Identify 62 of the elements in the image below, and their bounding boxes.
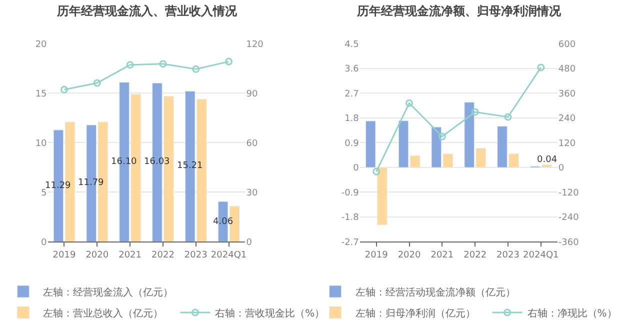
point — [225, 58, 233, 66]
y-tick-label: 2.7 — [344, 89, 359, 100]
x-tick-label: 2021 — [430, 250, 454, 261]
point — [471, 108, 479, 116]
point — [126, 61, 134, 69]
y2-tick-label: 120 — [246, 40, 264, 50]
y-tick-label: 5 — [41, 188, 47, 198]
y2-tick-label: 360 — [558, 89, 576, 100]
y-tick-label: 15 — [35, 89, 47, 100]
y2-tick-label: -360 — [558, 238, 580, 248]
point — [504, 113, 512, 121]
y-tick-label: 0 — [41, 238, 48, 248]
data-label: 4.06 — [213, 217, 234, 227]
x-tick-label: 2019 — [52, 250, 76, 261]
x-tick-label: 2022 — [152, 250, 174, 261]
y2-tick-label: 240 — [558, 114, 576, 124]
legend-label: 右轴：营收现金比（%） — [215, 307, 325, 320]
y2-tick-label: 60 — [246, 138, 258, 149]
x-tick-label: 2023 — [184, 250, 208, 261]
y-tick-label: 4.5 — [344, 40, 359, 50]
y-tick-label: 20 — [35, 40, 48, 50]
y2-tick-label: 120 — [558, 138, 576, 149]
legend-label: 左轴：经营现金流入（亿元） — [43, 286, 174, 298]
y2-tick-label: 30 — [246, 188, 258, 198]
x-tick-label: 2022 — [464, 250, 487, 261]
y2-tick-label: -240 — [558, 213, 580, 224]
y2-tick-label: 600 — [558, 40, 576, 50]
y2-tick-label: 90 — [246, 89, 258, 100]
y-tick-label: -2.7 — [341, 238, 359, 248]
y2-tick-label: 0 — [246, 238, 252, 248]
y-tick-label: 1.8 — [344, 114, 360, 124]
y-tick-label: -1.8 — [341, 213, 360, 224]
x-tick-label: 2024Q1 — [210, 250, 247, 261]
y-tick-label: 0.9 — [344, 138, 360, 149]
x-tick-label: 2024Q1 — [523, 250, 559, 261]
point — [406, 99, 414, 107]
y-tick-label: 0 — [353, 164, 360, 174]
y2-tick-label: 480 — [558, 64, 576, 75]
point — [192, 65, 200, 73]
point — [93, 79, 101, 87]
legend-label: 左轴：归母净利润（亿元） — [355, 307, 476, 320]
legend-label: 右轴：净现比（%） — [527, 307, 617, 320]
y2-tick-label: 0 — [558, 164, 564, 174]
point — [438, 132, 446, 140]
legend-label: 左轴：营业总收入（亿元） — [43, 307, 164, 320]
x-tick-label: 2023 — [496, 250, 520, 261]
chart-title: 历年经营现金流净额、归母净利润情况 — [356, 4, 562, 18]
x-tick-label: 2021 — [118, 250, 142, 261]
legend-label: 左轴：经营活动现金流净额（亿元） — [355, 286, 516, 298]
y2-tick-label: -120 — [558, 188, 580, 198]
x-tick-label: 2020 — [86, 250, 109, 261]
point — [60, 86, 68, 94]
y-tick-label: 3.6 — [344, 64, 360, 75]
point — [159, 60, 167, 68]
point — [372, 168, 380, 176]
x-tick-label: 2020 — [398, 250, 421, 261]
point — [537, 64, 545, 72]
y-tick-label: 10 — [35, 138, 48, 149]
chart-title: 历年经营现金流入、营业收入情况 — [56, 4, 238, 18]
data-label: 0.04 — [537, 155, 558, 165]
x-tick-label: 2019 — [364, 250, 388, 261]
y-tick-label: -0.9 — [341, 188, 360, 198]
